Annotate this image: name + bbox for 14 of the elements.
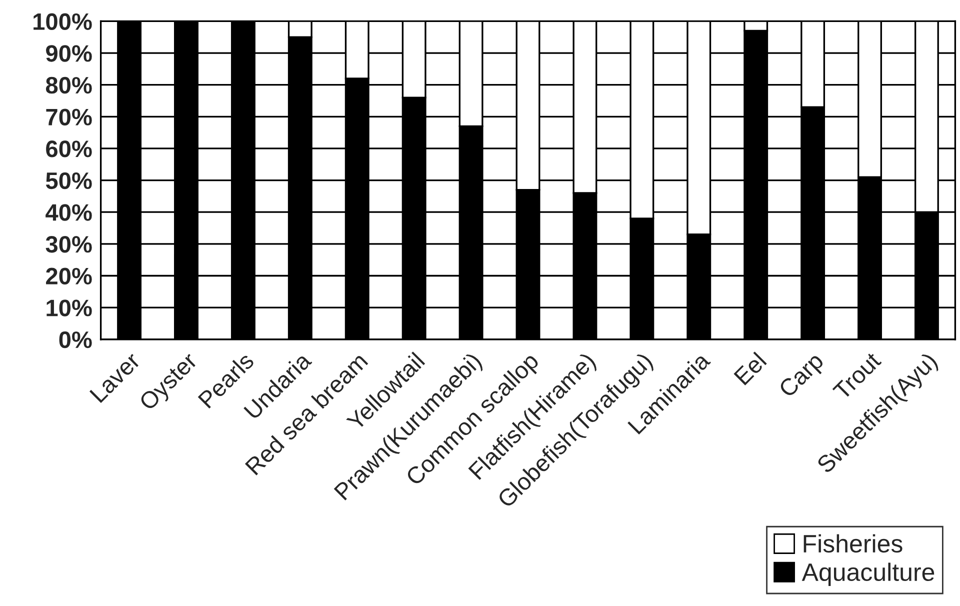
y-tick-label: 10% — [46, 300, 92, 316]
y-tick-label: 90% — [46, 45, 92, 62]
y-tick-label: 60% — [46, 140, 92, 158]
y-tick-label: 100% — [34, 13, 92, 30]
y-tick-label: 20% — [46, 268, 92, 285]
y-tick-label: 30% — [46, 236, 92, 253]
y-tick-label: 80% — [46, 76, 92, 94]
x-tick-label: Eel — [733, 352, 767, 386]
y-tick-label: 0% — [59, 331, 92, 348]
y-tick-label: 70% — [46, 108, 92, 126]
y-tick-label: 50% — [46, 172, 92, 190]
legend-label: Aquaculture — [802, 562, 934, 586]
y-tick-label: 40% — [46, 204, 92, 221]
legend-label: Fisheries — [804, 534, 902, 553]
